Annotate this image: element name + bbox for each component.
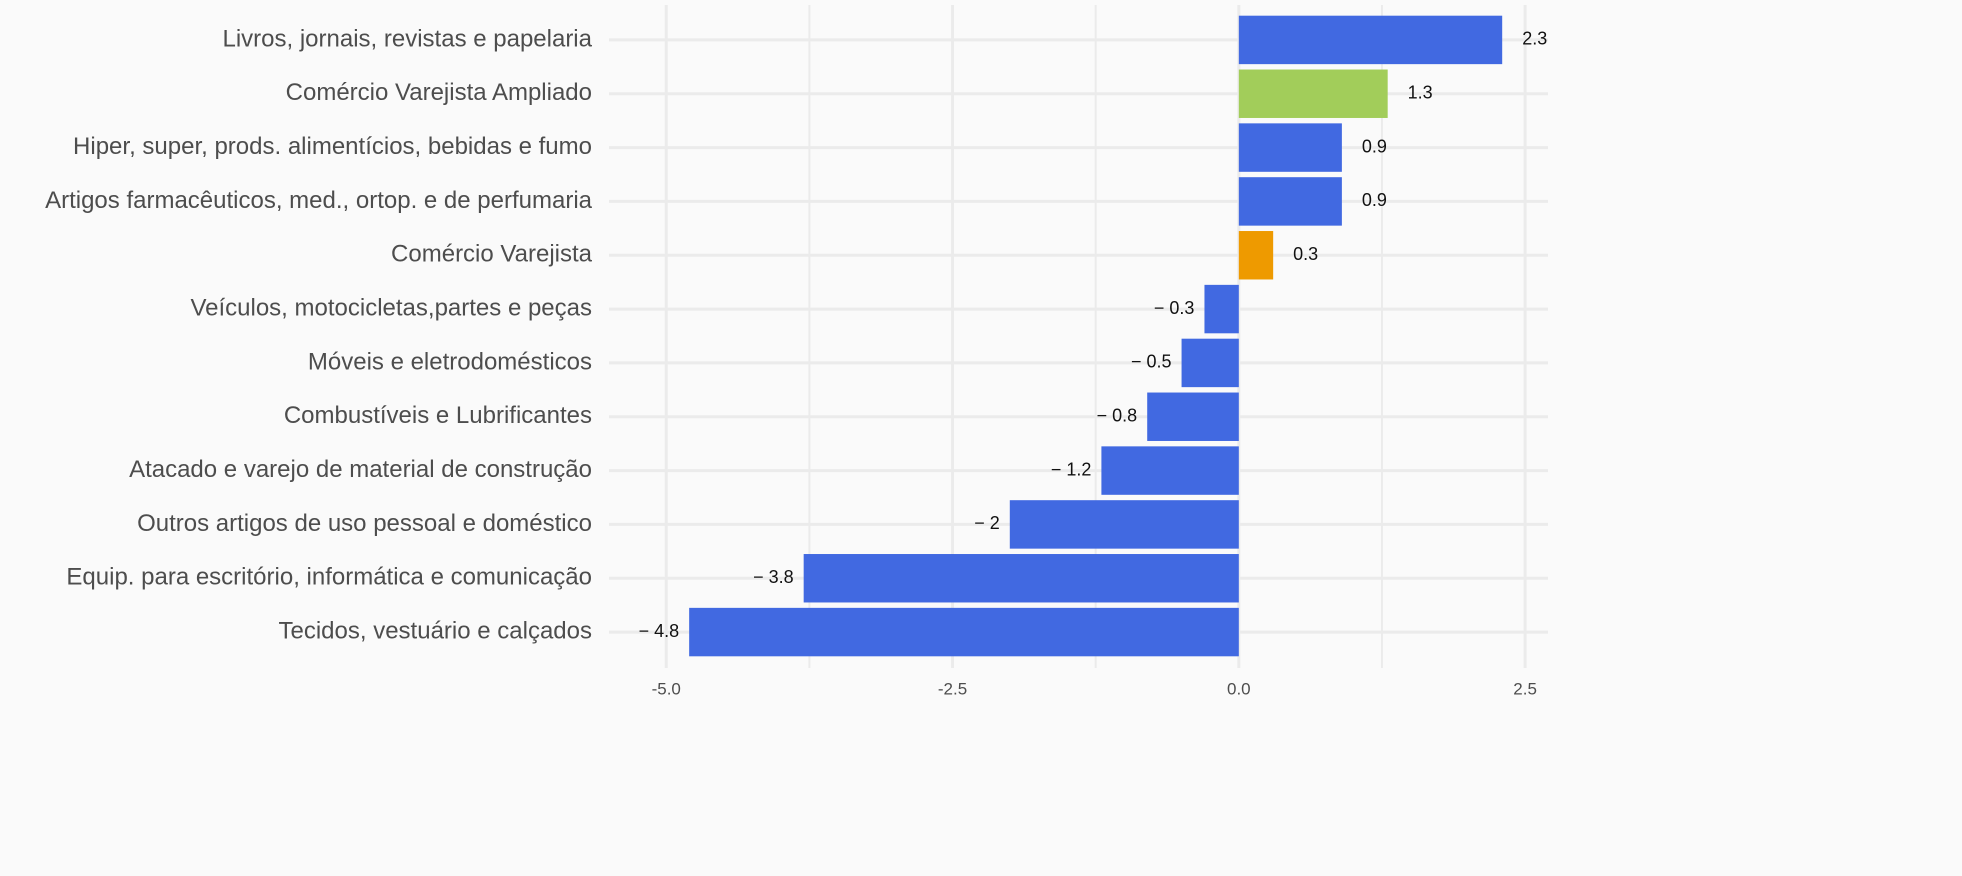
y-tick-label: Combustíveis e Lubrificantes [284, 402, 592, 429]
x-tick-label: -2.5 [938, 679, 967, 698]
bar [1238, 15, 1503, 65]
bar [1238, 123, 1342, 172]
y-tick-label: Outros artigos de uso pessoal e doméstic… [137, 510, 592, 537]
bar [689, 607, 1239, 657]
value-label: 0.9 [1362, 190, 1387, 210]
y-tick-label: Artigos farmacêuticos, med., ortop. e de… [45, 187, 593, 214]
bar [1147, 392, 1239, 441]
value-label: − 0.5 [1131, 352, 1172, 372]
value-label: 0.3 [1293, 244, 1318, 264]
value-label: − 1.2 [1051, 459, 1092, 479]
x-tick-label: 0.0 [1227, 679, 1251, 698]
bar [1181, 338, 1239, 388]
value-label: 2.3 [1522, 29, 1547, 49]
bar [1238, 69, 1388, 118]
value-label: − 0.8 [1097, 406, 1138, 426]
bar [1009, 500, 1239, 549]
bar [1238, 231, 1274, 280]
value-label: − 4.8 [639, 621, 680, 641]
y-tick-label: Hiper, super, prods. alimentícios, bebid… [73, 133, 592, 160]
y-tick-label: Móveis e eletrodomésticos [308, 348, 592, 375]
x-tick-label: -5.0 [652, 679, 681, 698]
value-label: − 2 [974, 513, 1000, 533]
bar [1101, 446, 1239, 495]
y-tick-label: Atacado e varejo de material de construç… [129, 456, 592, 483]
value-label: − 3.8 [753, 567, 794, 587]
y-tick-label: Tecidos, vestuário e calçados [279, 617, 593, 644]
y-tick-label: Livros, jornais, revistas e papelaria [222, 25, 592, 52]
value-label: 1.3 [1408, 83, 1433, 103]
bar [1204, 284, 1239, 334]
bar [803, 554, 1239, 603]
bar [1238, 177, 1342, 226]
y-tick-label: Comércio Varejista Ampliado [286, 79, 592, 106]
value-label: 0.9 [1362, 136, 1387, 156]
y-tick-label: Veículos, motocicletas,partes e peças [190, 294, 592, 321]
value-label: − 0.3 [1154, 298, 1195, 318]
y-tick-label: Comércio Varejista [391, 241, 593, 268]
y-tick-label: Equip. para escritório, informática e co… [66, 564, 592, 591]
x-tick-label: 2.5 [1513, 679, 1537, 698]
